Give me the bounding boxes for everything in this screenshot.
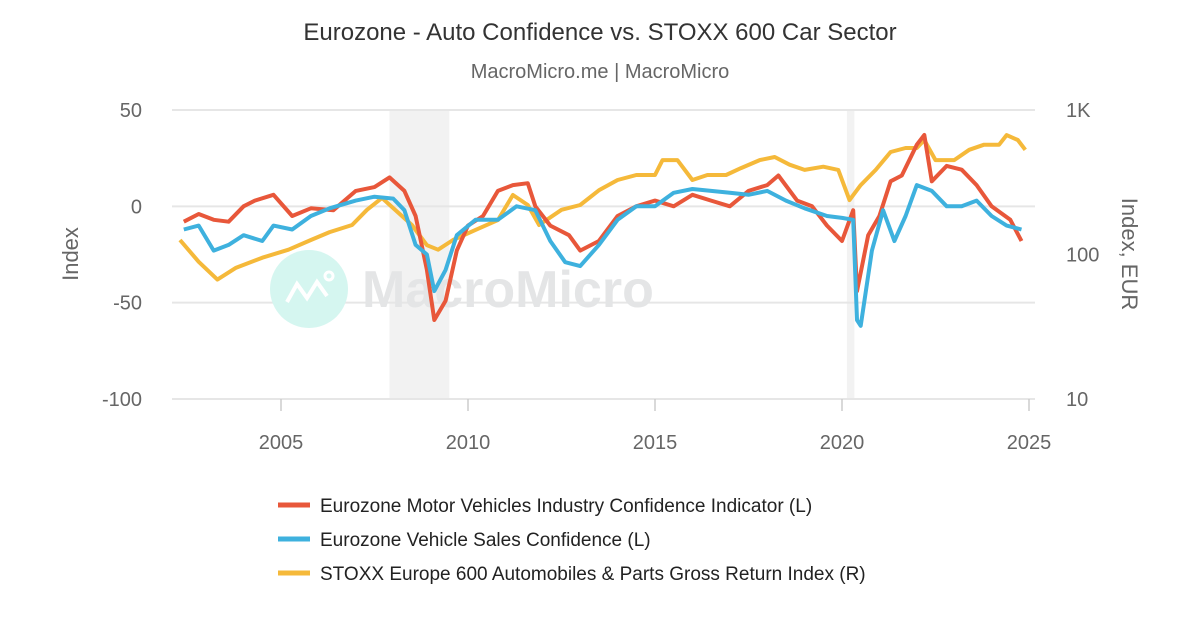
- shaded-period: [846, 110, 855, 399]
- watermark-chart-icon: [285, 278, 329, 303]
- watermark-circle: [270, 250, 348, 328]
- y-left-tick-label: 0: [131, 196, 142, 218]
- x-tick-label: 2005: [259, 432, 304, 454]
- y-left-tick-label: -100: [102, 389, 142, 411]
- x-tick-label: 2015: [633, 432, 678, 454]
- y-left-tick-label: 50: [120, 100, 142, 122]
- legend-item: Eurozone Motor Vehicles Industry Confide…: [278, 496, 812, 517]
- legend-label: Eurozone Vehicle Sales Confidence (L): [320, 530, 651, 551]
- x-tick-label: 2020: [820, 432, 865, 454]
- chart-subtitle: MacroMicro.me | MacroMicro: [471, 61, 730, 83]
- watermark-logo: MacroMicro: [270, 250, 654, 328]
- shaded-period: [389, 110, 450, 399]
- series-line-0: [182, 133, 1024, 322]
- y-right-tick-label: 10: [1066, 389, 1088, 411]
- recession-shading: [389, 110, 855, 399]
- series-line-1: [183, 183, 1023, 328]
- chart-title: Eurozone - Auto Confidence vs. STOXX 600…: [303, 19, 896, 46]
- x-tick-label: 2025: [1007, 432, 1052, 454]
- legend: Eurozone Motor Vehicles Industry Confide…: [278, 496, 866, 585]
- axis-ticks: 50 0 -50 -100 1K 100 10 2005 2010 2015 2020 2025: [102, 100, 1099, 454]
- y-right-tick-label: 1K: [1066, 100, 1091, 122]
- legend-label: STOXX Europe 600 Automobiles & Parts Gro…: [320, 564, 866, 585]
- y-axis-right-label: Index, EUR: [1117, 198, 1142, 311]
- y-axis-left-label: Index: [58, 227, 83, 281]
- x-tick-label: 2010: [446, 432, 491, 454]
- watermark-dot-icon: [323, 270, 335, 282]
- series-lines: [178, 133, 1027, 328]
- legend-label: Eurozone Motor Vehicles Industry Confide…: [320, 496, 812, 517]
- legend-item: STOXX Europe 600 Automobiles & Parts Gro…: [278, 564, 866, 585]
- y-left-tick-label: -50: [113, 293, 142, 315]
- watermark-text: MacroMicro: [362, 261, 654, 319]
- y-right-tick-label: 100: [1066, 245, 1099, 267]
- legend-item: Eurozone Vehicle Sales Confidence (L): [278, 530, 651, 551]
